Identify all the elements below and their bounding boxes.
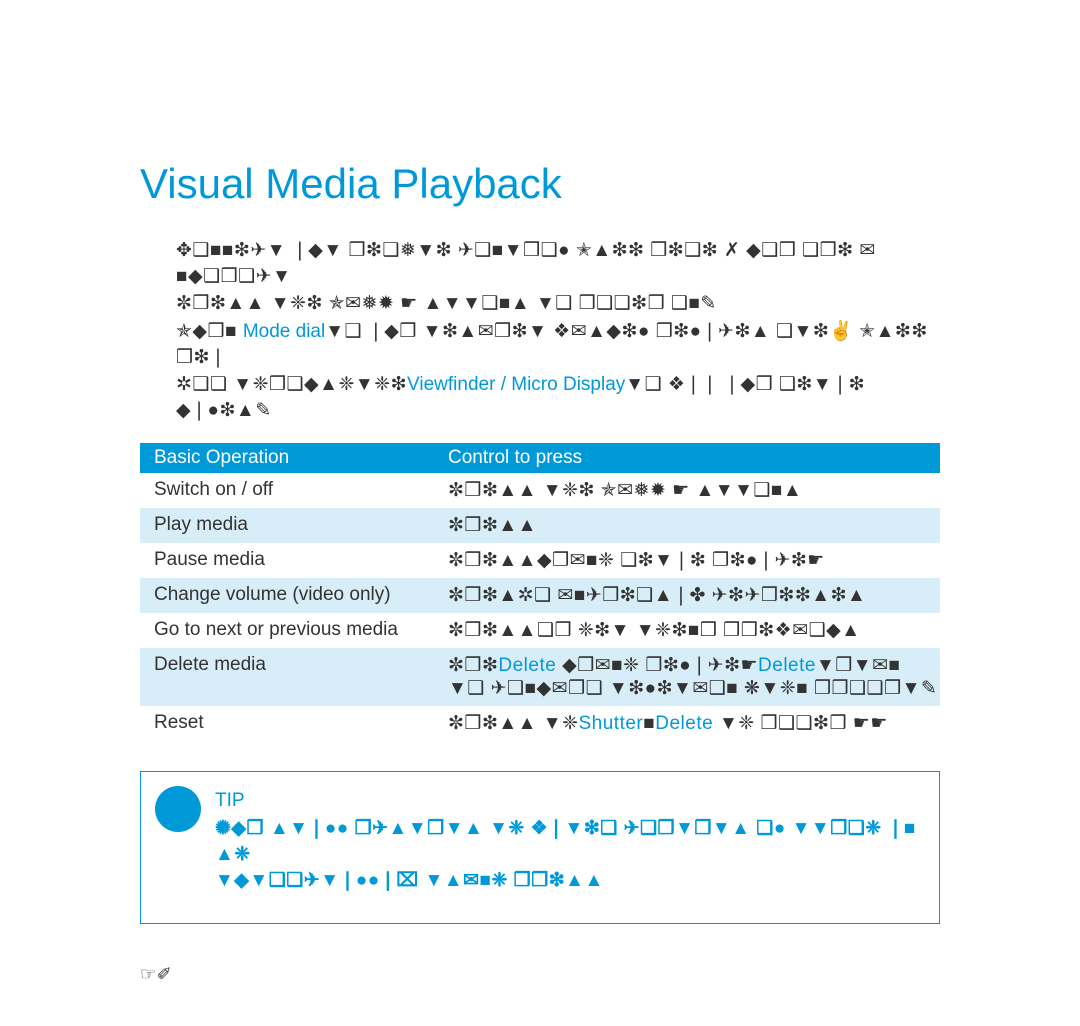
- operation-cell: Play media: [140, 514, 440, 537]
- tip-text-line-1: ✺◆❒ ▲▼❘●● ❒✈▲▼❒▼▲ ▼❈ ❖❘▼❇❑ ✈❑❒▼❒▼▲ ❏● ▼▼…: [215, 816, 921, 867]
- tip-icon: [155, 786, 201, 832]
- intro-line-2: ✼❒❇▲▲ ▼❈❇ ✯✉❅✹ ☛ ▲▼▼❑■▲ ▼❑ ❒❑❏❇❒ ❑■✎: [176, 291, 940, 317]
- control-cell: ✼❒❇▲▲❑❒ ❈❇▼ ▼❈❇■❒ ❒❒❇❖✉❑◆▲: [440, 619, 940, 642]
- table-row: Pause media✼❒❇▲▲◆❒✉■❈ ❑❇▼❘❇ ❒❇●❘✈❇☛: [140, 543, 940, 578]
- control-text: ✼❒❇: [448, 655, 498, 676]
- inline-link[interactable]: Delete: [758, 655, 816, 676]
- intro-line-4-pre: ✲❑❏ ▼❈❒❑◆▲❈▼❈❇: [176, 374, 407, 395]
- operation-cell: Go to next or previous media: [140, 619, 440, 642]
- operation-cell: Change volume (video only): [140, 584, 440, 607]
- table-row: Play media✼❒❇▲▲: [140, 508, 940, 543]
- table-header-control: Control to press: [440, 447, 940, 469]
- operation-cell: Delete media: [140, 654, 440, 700]
- mode-dial-link[interactable]: Mode dial: [243, 321, 325, 342]
- table-row: Go to next or previous media✼❒❇▲▲❑❒ ❈❇▼ …: [140, 613, 940, 648]
- operations-table: Basic Operation Control to press Switch …: [140, 443, 940, 741]
- control-text: ◆❒✉■❈ ❒❇●❘✈❇☛: [556, 655, 758, 676]
- page-title: Visual Media Playback: [140, 160, 940, 208]
- page-number: ☞✐: [140, 964, 940, 985]
- control-cell: ✼❒❇Delete ◆❒✉■❈ ❒❇●❘✈❇☛Delete▼❒▼✉■ ▼❑ ✈❑…: [440, 654, 940, 700]
- table-row: Change volume (video only)✼❒❇▲✲❑ ✉■✈❒❇❑▲…: [140, 578, 940, 613]
- operation-cell: Reset: [140, 712, 440, 735]
- viewfinder-link[interactable]: Viewfinder / Micro Display: [407, 374, 625, 395]
- table-row: Delete media✼❒❇Delete ◆❒✉■❈ ❒❇●❘✈❇☛Delet…: [140, 648, 940, 706]
- intro-line-3-pre: ✯◆❒■: [176, 321, 243, 342]
- table-row: Switch on / off✼❒❇▲▲ ▼❈❇ ✯✉❅✹ ☛ ▲▼▼❑■▲: [140, 473, 940, 508]
- table-header-operation: Basic Operation: [140, 447, 440, 469]
- intro-line-4: ✲❑❏ ▼❈❒❑◆▲❈▼❈❇Viewfinder / Micro Display…: [176, 372, 940, 423]
- tip-box: TIP ✺◆❒ ▲▼❘●● ❒✈▲▼❒▼▲ ▼❈ ❖❘▼❇❑ ✈❑❒▼❒▼▲ ❏…: [140, 771, 940, 924]
- operation-cell: Switch on / off: [140, 479, 440, 502]
- table-header-row: Basic Operation Control to press: [140, 443, 940, 473]
- intro-text: ✥❑■■❇✈▼ ❘◆▼ ❒❇❑❅▼❇ ✈❑■▼❒❑● ✭▲❇❇ ❒❇❑❇ ✗ ◆…: [176, 238, 940, 423]
- control-cell: ✼❒❇▲▲ ▼❈❇ ✯✉❅✹ ☛ ▲▼▼❑■▲: [440, 479, 940, 502]
- control-cell: ✼❒❇▲▲: [440, 514, 940, 537]
- inline-link[interactable]: Delete: [655, 713, 713, 734]
- control-cell: ✼❒❇▲▲ ▼❈Shutter■Delete ▼❈ ❒❑❏❇❒ ☛☛: [440, 712, 940, 735]
- control-cell: ✼❒❇▲✲❑ ✉■✈❒❇❑▲❘✤ ✈❇✈❒❇❇▲❇▲: [440, 584, 940, 607]
- tip-label: TIP: [215, 790, 921, 812]
- intro-line-1: ✥❑■■❇✈▼ ❘◆▼ ❒❇❑❅▼❇ ✈❑■▼❒❑● ✭▲❇❇ ❒❇❑❇ ✗ ◆…: [176, 238, 940, 289]
- control-cell: ✼❒❇▲▲◆❒✉■❈ ❑❇▼❘❇ ❒❇●❘✈❇☛: [440, 549, 940, 572]
- intro-line-3: ✯◆❒■ Mode dial▼❑ ❘◆❒ ▼❇▲✉❒❇▼ ❖✉▲◆❇● ❒❇●❘…: [176, 319, 940, 370]
- inline-link[interactable]: Shutter: [579, 713, 644, 734]
- tip-text-line-2: ▼◆▼❑❑✈▼❘●●❘⌧ ▼▲✉■❈ ❒❒❇▲▲: [215, 868, 921, 894]
- control-text: ✼❒❇▲▲ ▼❈: [448, 713, 579, 734]
- inline-link[interactable]: Delete: [498, 655, 556, 676]
- control-text: ▼❈ ❒❑❏❇❒ ☛☛: [713, 713, 888, 734]
- operation-cell: Pause media: [140, 549, 440, 572]
- control-text: ■: [643, 713, 655, 734]
- table-row: Reset✼❒❇▲▲ ▼❈Shutter■Delete ▼❈ ❒❑❏❇❒ ☛☛: [140, 706, 940, 741]
